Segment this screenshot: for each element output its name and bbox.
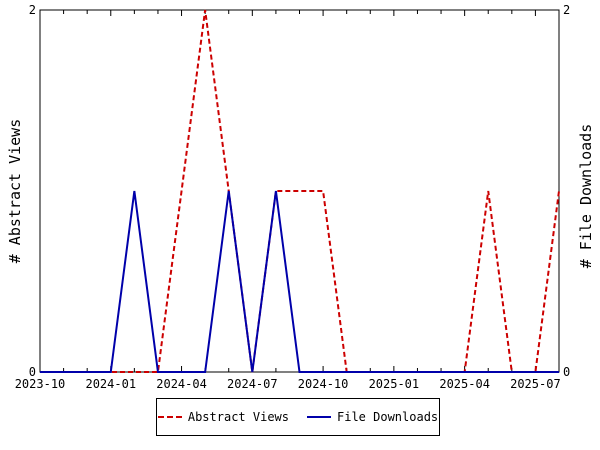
x-tick-label: 2024-10 bbox=[298, 377, 349, 391]
y-tick-label-left: 0 bbox=[29, 365, 36, 379]
x-tick-label: 2024-07 bbox=[227, 377, 278, 391]
plot-area bbox=[39, 9, 560, 373]
legend-label-abstract-views: Abstract Views bbox=[187, 410, 289, 424]
legend: Abstract Views File Downloads bbox=[156, 398, 440, 436]
x-tick-label: 2024-01 bbox=[85, 377, 136, 391]
legend-label-file-downloads: File Downloads bbox=[337, 410, 439, 424]
y-tick-label-left: 2 bbox=[29, 3, 36, 17]
series-layer bbox=[40, 9, 560, 373]
series-line-file-downloads bbox=[40, 190, 559, 373]
y-axis-title-left: # Abstract Views bbox=[6, 119, 24, 264]
x-axis-ticks: 2023-10 2024-01 2024-04 2024-07 2024-10 2025-… bbox=[15, 10, 561, 391]
x-tick-label: 2025-07 bbox=[510, 377, 561, 391]
x-tick-label: 2024-04 bbox=[156, 377, 207, 391]
legend-item-file-downloads: File Downloads bbox=[307, 410, 438, 424]
y-axis-title-right: # File Downloads bbox=[577, 124, 595, 269]
y-tick-label-right: 0 bbox=[563, 365, 570, 379]
legend-swatch-file-downloads bbox=[307, 416, 331, 418]
x-tick-label: 2025-01 bbox=[369, 377, 420, 391]
y-tick-label-right: 2 bbox=[563, 3, 570, 17]
legend-item-abstract-views: Abstract Views bbox=[157, 410, 289, 424]
x-tick-label: 2025-04 bbox=[439, 377, 490, 391]
legend-swatch-abstract-views bbox=[157, 416, 182, 418]
x-tick-label: 2023-10 bbox=[15, 377, 66, 391]
